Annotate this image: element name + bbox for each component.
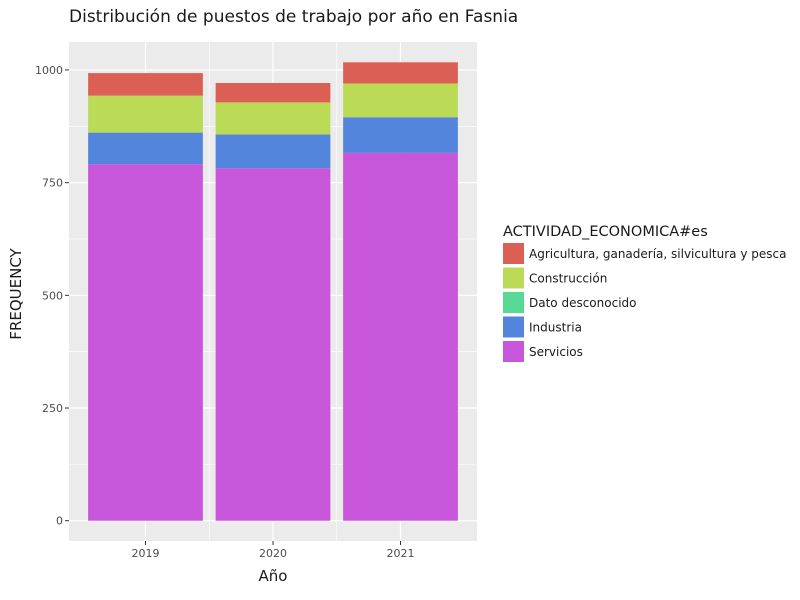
x-tick-label: 2020 bbox=[259, 547, 287, 560]
y-axis-title: FREQUENCY bbox=[7, 247, 25, 339]
y-tick-label: 0 bbox=[56, 515, 63, 528]
y-tick-label: 1000 bbox=[35, 64, 63, 77]
bar-segment bbox=[88, 164, 203, 521]
legend-swatch bbox=[503, 341, 524, 362]
legend-label: Industria bbox=[529, 321, 582, 335]
y-tick-label: 750 bbox=[42, 177, 63, 190]
y-tick-label: 250 bbox=[42, 402, 63, 415]
chart-title: Distribución de puestos de trabajo por a… bbox=[69, 7, 518, 27]
bar-segment bbox=[215, 102, 331, 135]
legend-swatch bbox=[503, 267, 524, 289]
bar-segment bbox=[343, 62, 458, 84]
legend-label: Construcción bbox=[529, 272, 607, 286]
bar-segment bbox=[343, 152, 458, 521]
bar-segment bbox=[88, 73, 203, 96]
y-tick-label: 500 bbox=[42, 289, 63, 302]
x-axis: 2019 2020 2021 bbox=[132, 541, 415, 560]
legend-swatch bbox=[503, 292, 524, 313]
legend: ACTIVIDAD_ECONOMICA#es Agricultura, gana… bbox=[503, 224, 786, 362]
bar-segment bbox=[88, 95, 203, 133]
x-tick-label: 2019 bbox=[132, 547, 160, 560]
legend-label: Agricultura, ganadería, silvicultura y p… bbox=[529, 247, 786, 261]
legend-swatch bbox=[503, 316, 524, 338]
bar-segment bbox=[343, 83, 458, 118]
legend-title: ACTIVIDAD_ECONOMICA#es bbox=[503, 224, 708, 240]
legend-label: Servicios bbox=[529, 345, 583, 359]
bar-segment bbox=[215, 168, 331, 521]
bar-segment bbox=[88, 132, 203, 165]
bar-segment bbox=[343, 117, 458, 153]
bar-segment bbox=[215, 83, 331, 103]
legend-swatch bbox=[503, 243, 524, 264]
bar-segment bbox=[215, 134, 331, 169]
bars bbox=[88, 62, 458, 521]
x-tick-label: 2021 bbox=[387, 547, 415, 560]
y-axis: 0 250 500 750 1000 bbox=[35, 64, 69, 528]
x-axis-title: Año bbox=[259, 567, 288, 585]
legend-label: Dato desconocido bbox=[529, 296, 636, 310]
